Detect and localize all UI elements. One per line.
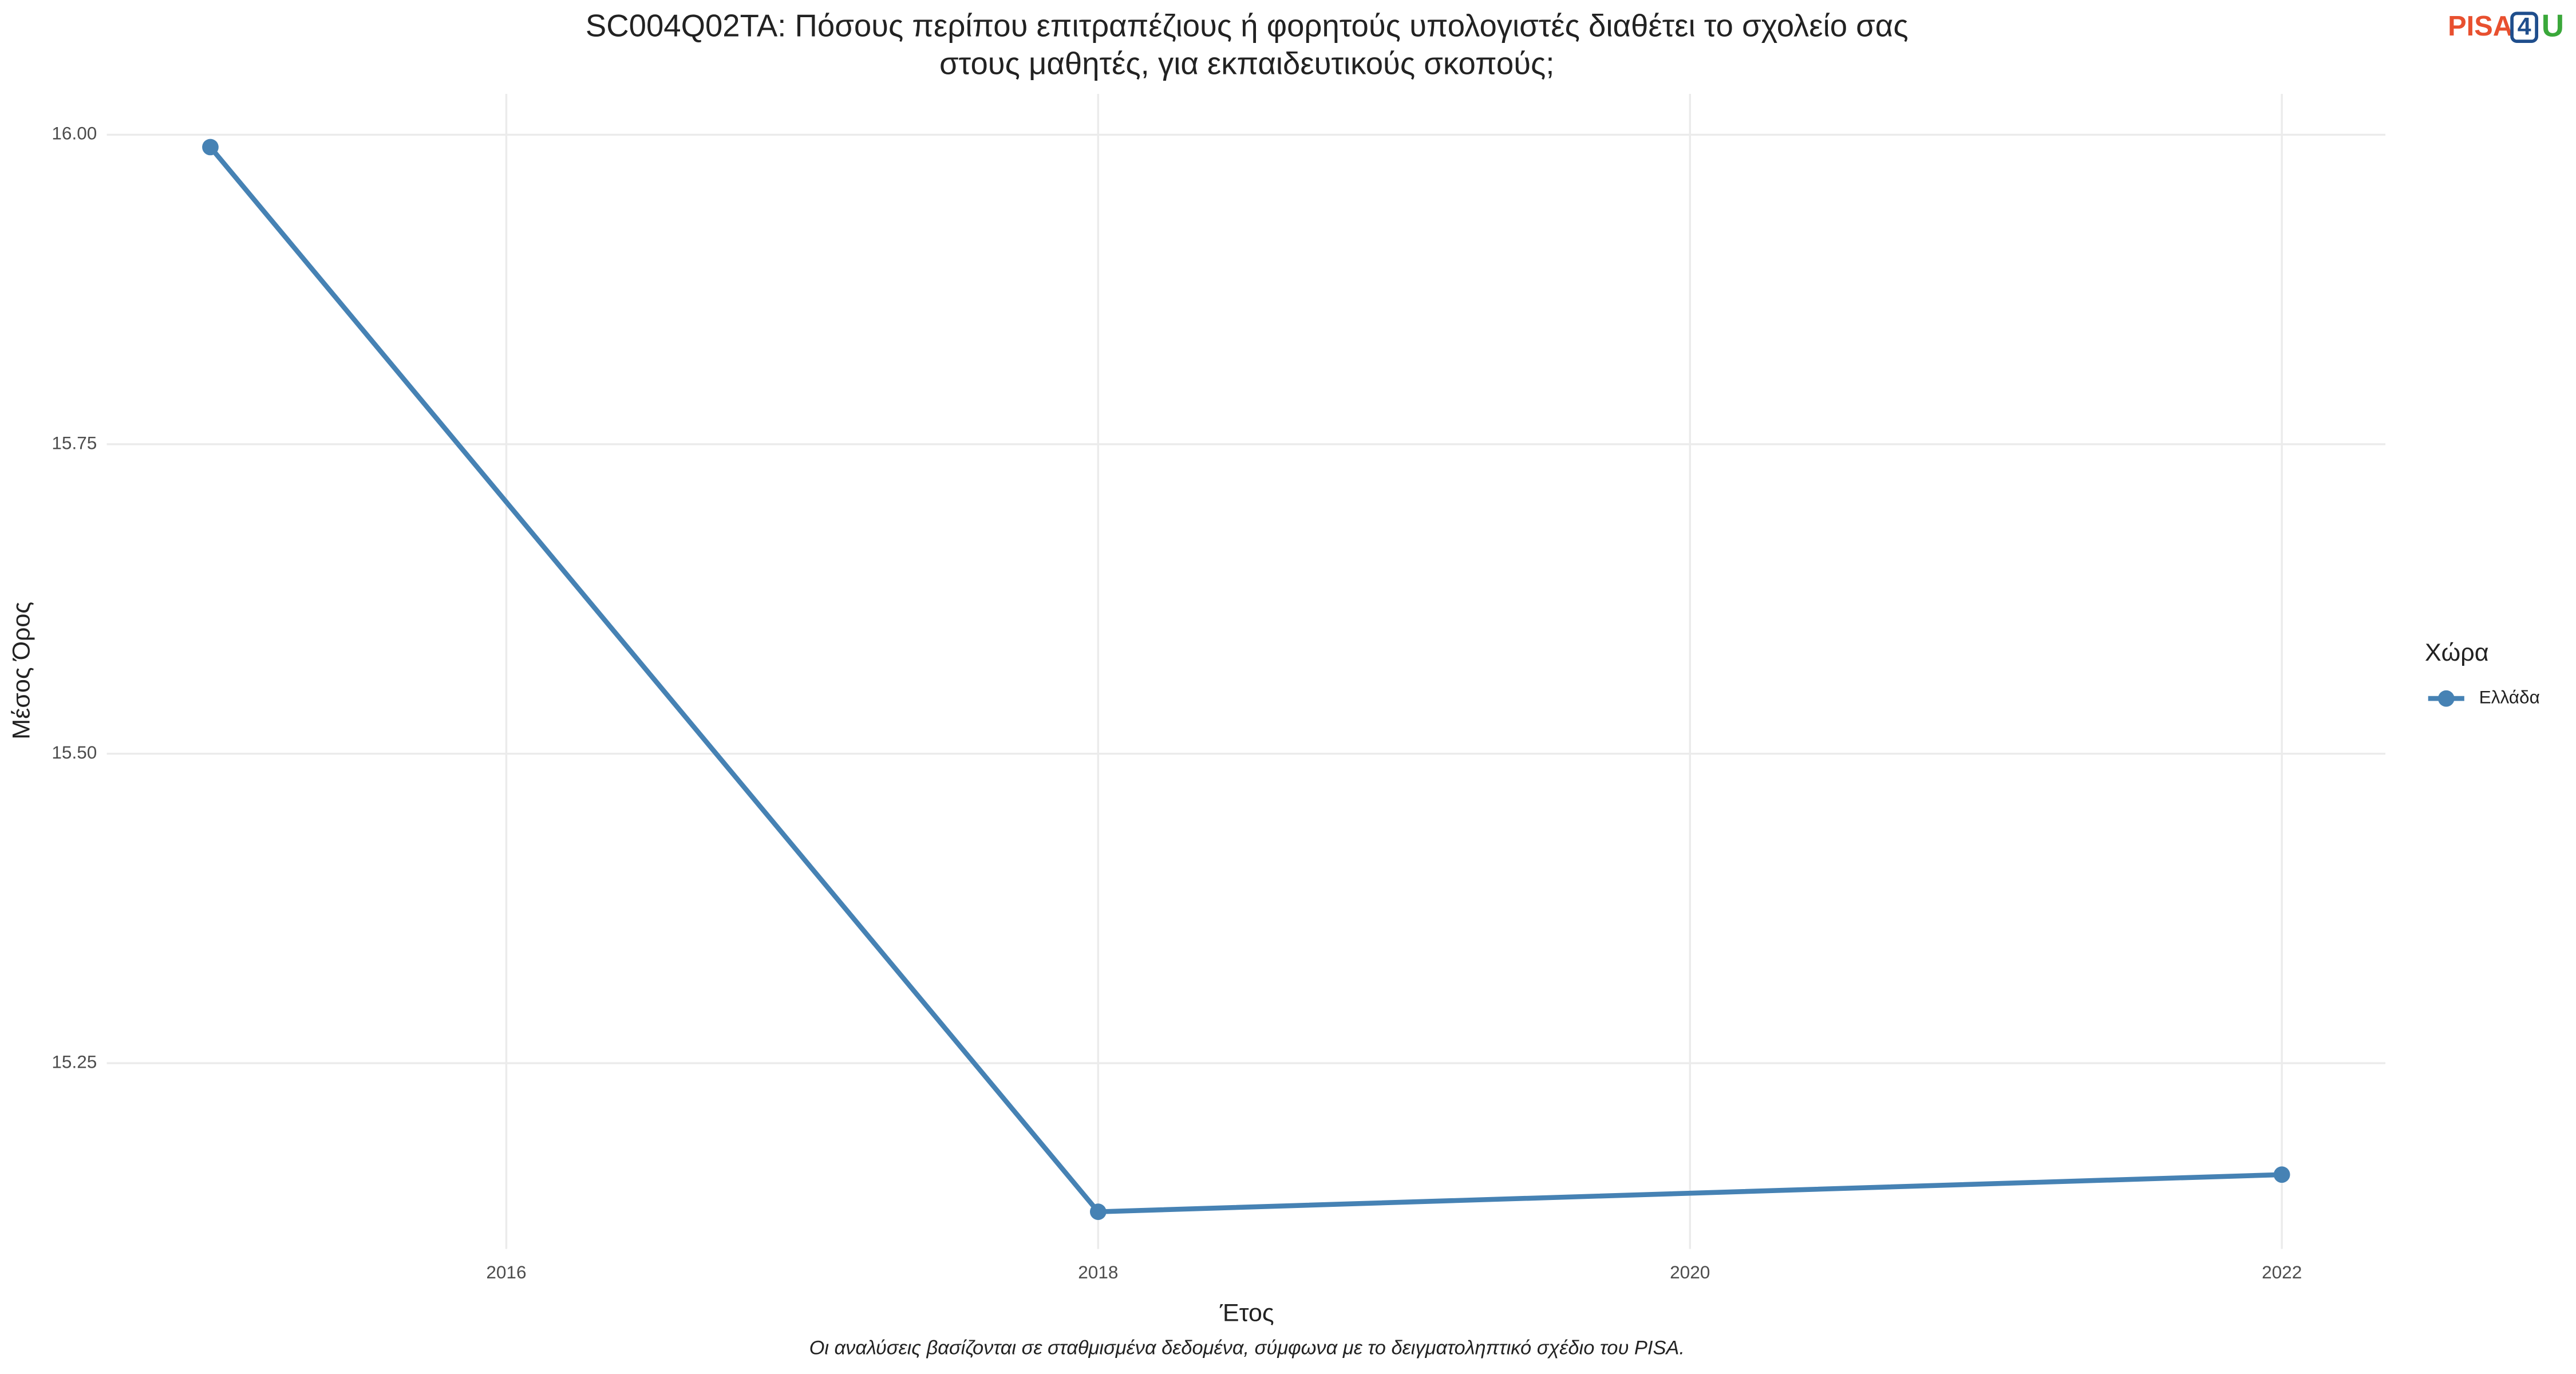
caption: Οι αναλύσεις βασίζονται σε σταθμισμένα δ… [809,1337,1685,1359]
y-tick-label: 15.25 [52,1051,97,1072]
logo: U [2542,9,2564,44]
x-axis-label: Έτος [1219,1300,1274,1327]
y-tick-label: 15.75 [52,432,97,453]
point [1089,1203,1107,1220]
logo: 4 [2518,13,2531,41]
logo-box [2510,11,2538,43]
legend-label: Ελλάδα [2479,686,2540,707]
x-tick-label: 2016 [486,1262,526,1282]
chart-title: SC004Q02TA: Πόσους περίπου επιτραπέζιους… [586,9,1909,44]
x-tick-label: 2020 [1670,1262,1710,1282]
y-axis-label: Μέσος Όρος [8,602,35,740]
point [2273,1166,2290,1183]
point [202,139,219,156]
y-tick-label: 15.50 [52,742,97,763]
legend-marker [2437,690,2455,707]
chart-title: στους μαθητές, για εκπαιδευτικούς σκοπού… [939,46,1554,81]
legend-title: Χώρα [2425,639,2489,666]
x-tick-label: 2018 [1078,1262,1118,1282]
x-tick-label: 2022 [2262,1262,2302,1282]
logo: PISA [2448,11,2513,42]
y-tick-label: 16.00 [52,123,97,144]
